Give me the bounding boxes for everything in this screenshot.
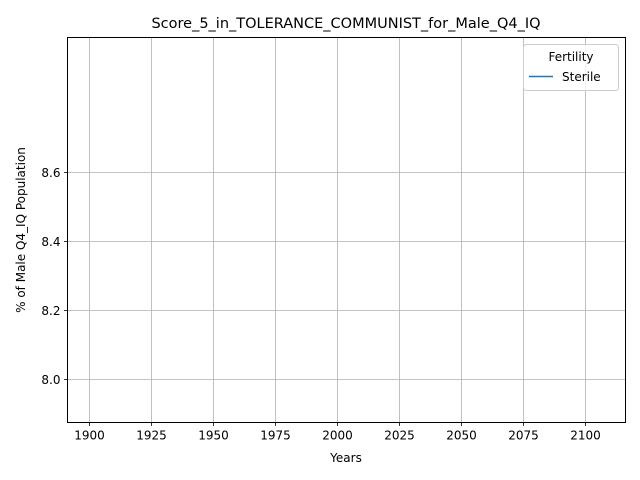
x-tick-label: 2075 [508, 429, 539, 443]
x-tick-label: 1900 [74, 429, 105, 443]
x-tick-label: 1950 [198, 429, 229, 443]
plot-frame [67, 37, 626, 423]
y-tick-label: 8.2 [41, 304, 60, 318]
legend-title: Fertility [548, 50, 593, 64]
x-tick-label: 2025 [384, 429, 415, 443]
x-tick-label: 2050 [446, 429, 477, 443]
x-axis-label: Years [329, 451, 362, 465]
x-tick-label: 1925 [136, 429, 167, 443]
x-tick-label: 2000 [322, 429, 353, 443]
legend: Fertility Sterile [523, 44, 619, 91]
legend-entry-sterile: Sterile [562, 70, 601, 84]
chart-title: Score_5_in_TOLERANCE_COMMUNIST_for_Male_… [151, 16, 540, 32]
x-tick-label: 2100 [570, 429, 601, 443]
x-axis: 1900 1925 1950 1975 2000 2025 2050 2075 2100 [74, 422, 601, 443]
y-axis-label: % of Male Q4_IQ Population [14, 147, 28, 313]
legend-box [523, 44, 619, 91]
x-tick-label: 1975 [260, 429, 291, 443]
y-tick-label: 8.4 [41, 235, 60, 249]
grid [67, 37, 626, 423]
y-axis: 8.0 8.2 8.4 8.6 [41, 166, 68, 387]
y-tick-label: 8.6 [41, 166, 60, 180]
y-tick-label: 8.0 [41, 373, 60, 387]
